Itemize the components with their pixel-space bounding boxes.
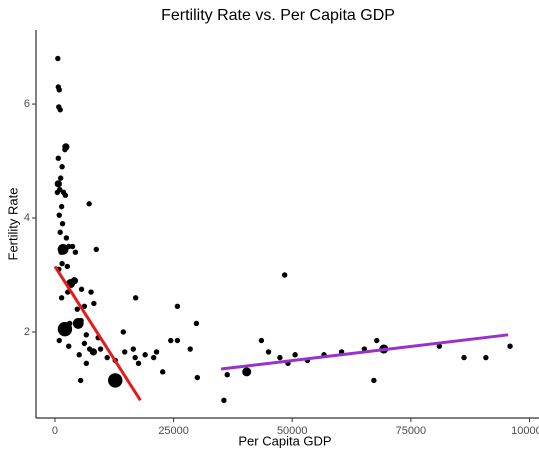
- point: [281, 272, 288, 278]
- point: [483, 354, 489, 361]
- point: [83, 332, 90, 338]
- y-axis-title: Fertility Rate: [5, 188, 20, 261]
- point: [461, 354, 467, 361]
- point: [77, 377, 84, 384]
- x-tick-label: 25000: [158, 425, 189, 437]
- point: [74, 306, 80, 312]
- x-axis-title: Per Capita GDP: [238, 433, 331, 448]
- point: [292, 352, 298, 358]
- point: [58, 203, 65, 210]
- point: [221, 397, 227, 404]
- point: [371, 377, 377, 384]
- trend-line: [220, 333, 509, 371]
- point: [56, 87, 62, 93]
- point: [62, 192, 69, 198]
- x-tick-label: 100000: [511, 425, 539, 437]
- point: [436, 343, 443, 349]
- y-tick-label: 2: [24, 326, 30, 338]
- point: [57, 229, 63, 235]
- point: [78, 286, 85, 292]
- point: [59, 260, 65, 267]
- point: [132, 354, 138, 361]
- point: [122, 349, 128, 355]
- point: [258, 337, 265, 344]
- point: [57, 321, 73, 337]
- point: [89, 348, 98, 356]
- point: [66, 243, 72, 250]
- point: [168, 337, 174, 344]
- point: [54, 189, 61, 196]
- point: [104, 354, 110, 361]
- point: [63, 235, 70, 241]
- point: [62, 146, 68, 153]
- point: [57, 175, 64, 181]
- point: [142, 352, 148, 358]
- point: [130, 346, 136, 352]
- point: [56, 212, 62, 218]
- point: [374, 337, 380, 344]
- point: [55, 155, 62, 161]
- trend-line: [53, 265, 142, 402]
- point: [193, 320, 200, 327]
- point: [54, 180, 62, 188]
- point: [224, 371, 230, 378]
- point: [83, 360, 90, 367]
- point: [153, 349, 160, 355]
- point: [187, 346, 193, 352]
- y-tick-label: 6: [24, 98, 30, 110]
- point: [56, 337, 62, 344]
- x-tick-label: 75000: [396, 425, 427, 437]
- x-tick-label: 50000: [277, 425, 308, 437]
- point: [265, 349, 272, 355]
- point: [57, 107, 63, 113]
- point: [81, 340, 88, 347]
- point: [69, 243, 76, 250]
- point: [88, 289, 94, 295]
- point: [58, 249, 64, 255]
- point: [64, 263, 71, 270]
- point: [91, 300, 97, 307]
- point: [76, 352, 82, 358]
- x-tick-label: 0: [52, 425, 58, 437]
- point: [58, 295, 65, 301]
- chart-title: Fertility Rate vs. Per Capita GDP: [161, 7, 395, 24]
- point: [135, 360, 142, 367]
- point: [132, 295, 139, 301]
- point: [507, 343, 513, 349]
- point: [277, 354, 283, 361]
- point: [174, 303, 181, 310]
- point: [72, 318, 84, 329]
- point: [59, 164, 65, 170]
- point: [66, 343, 72, 349]
- point: [59, 221, 66, 227]
- point: [174, 337, 181, 344]
- point: [242, 367, 252, 377]
- point: [159, 369, 166, 375]
- point: [108, 373, 123, 388]
- y-tick-label: 4: [24, 212, 30, 224]
- point: [86, 201, 92, 207]
- point: [194, 374, 201, 381]
- point: [55, 55, 61, 62]
- point: [72, 249, 79, 255]
- point: [120, 329, 127, 335]
- point: [93, 246, 99, 253]
- point: [150, 354, 157, 361]
- point: [97, 346, 104, 352]
